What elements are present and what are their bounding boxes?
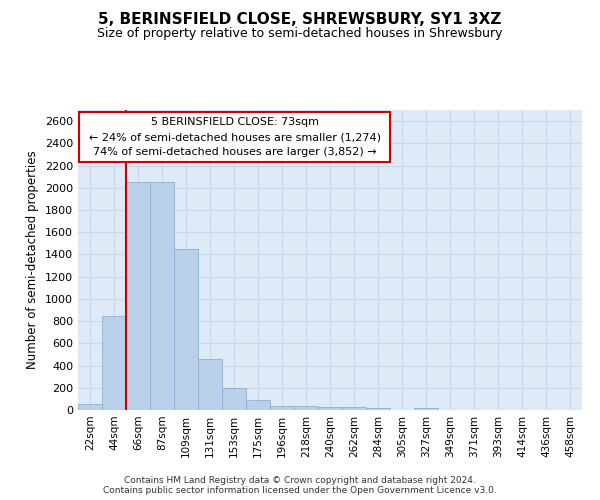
Bar <box>174 249 198 410</box>
Bar <box>126 182 150 410</box>
Text: Contains public sector information licensed under the Open Government Licence v3: Contains public sector information licen… <box>103 486 497 495</box>
Text: Contains HM Land Registry data © Crown copyright and database right 2024.: Contains HM Land Registry data © Crown c… <box>124 476 476 485</box>
Text: 5 BERINSFIELD CLOSE: 73sqm
← 24% of semi-detached houses are smaller (1,274)
74%: 5 BERINSFIELD CLOSE: 73sqm ← 24% of semi… <box>89 118 380 157</box>
Bar <box>246 400 270 410</box>
Bar <box>270 406 294 410</box>
Bar <box>366 408 390 410</box>
Bar <box>198 359 222 410</box>
Y-axis label: Number of semi-detached properties: Number of semi-detached properties <box>26 150 40 370</box>
Bar <box>150 182 174 410</box>
Bar <box>414 408 438 410</box>
Bar <box>78 404 102 410</box>
Bar <box>102 316 126 410</box>
Bar <box>294 406 318 410</box>
Bar <box>222 388 246 410</box>
Text: 5, BERINSFIELD CLOSE, SHREWSBURY, SY1 3XZ: 5, BERINSFIELD CLOSE, SHREWSBURY, SY1 3X… <box>98 12 502 28</box>
Bar <box>318 407 342 410</box>
Bar <box>79 112 390 162</box>
Text: Size of property relative to semi-detached houses in Shrewsbury: Size of property relative to semi-detach… <box>97 28 503 40</box>
Bar <box>342 407 366 410</box>
